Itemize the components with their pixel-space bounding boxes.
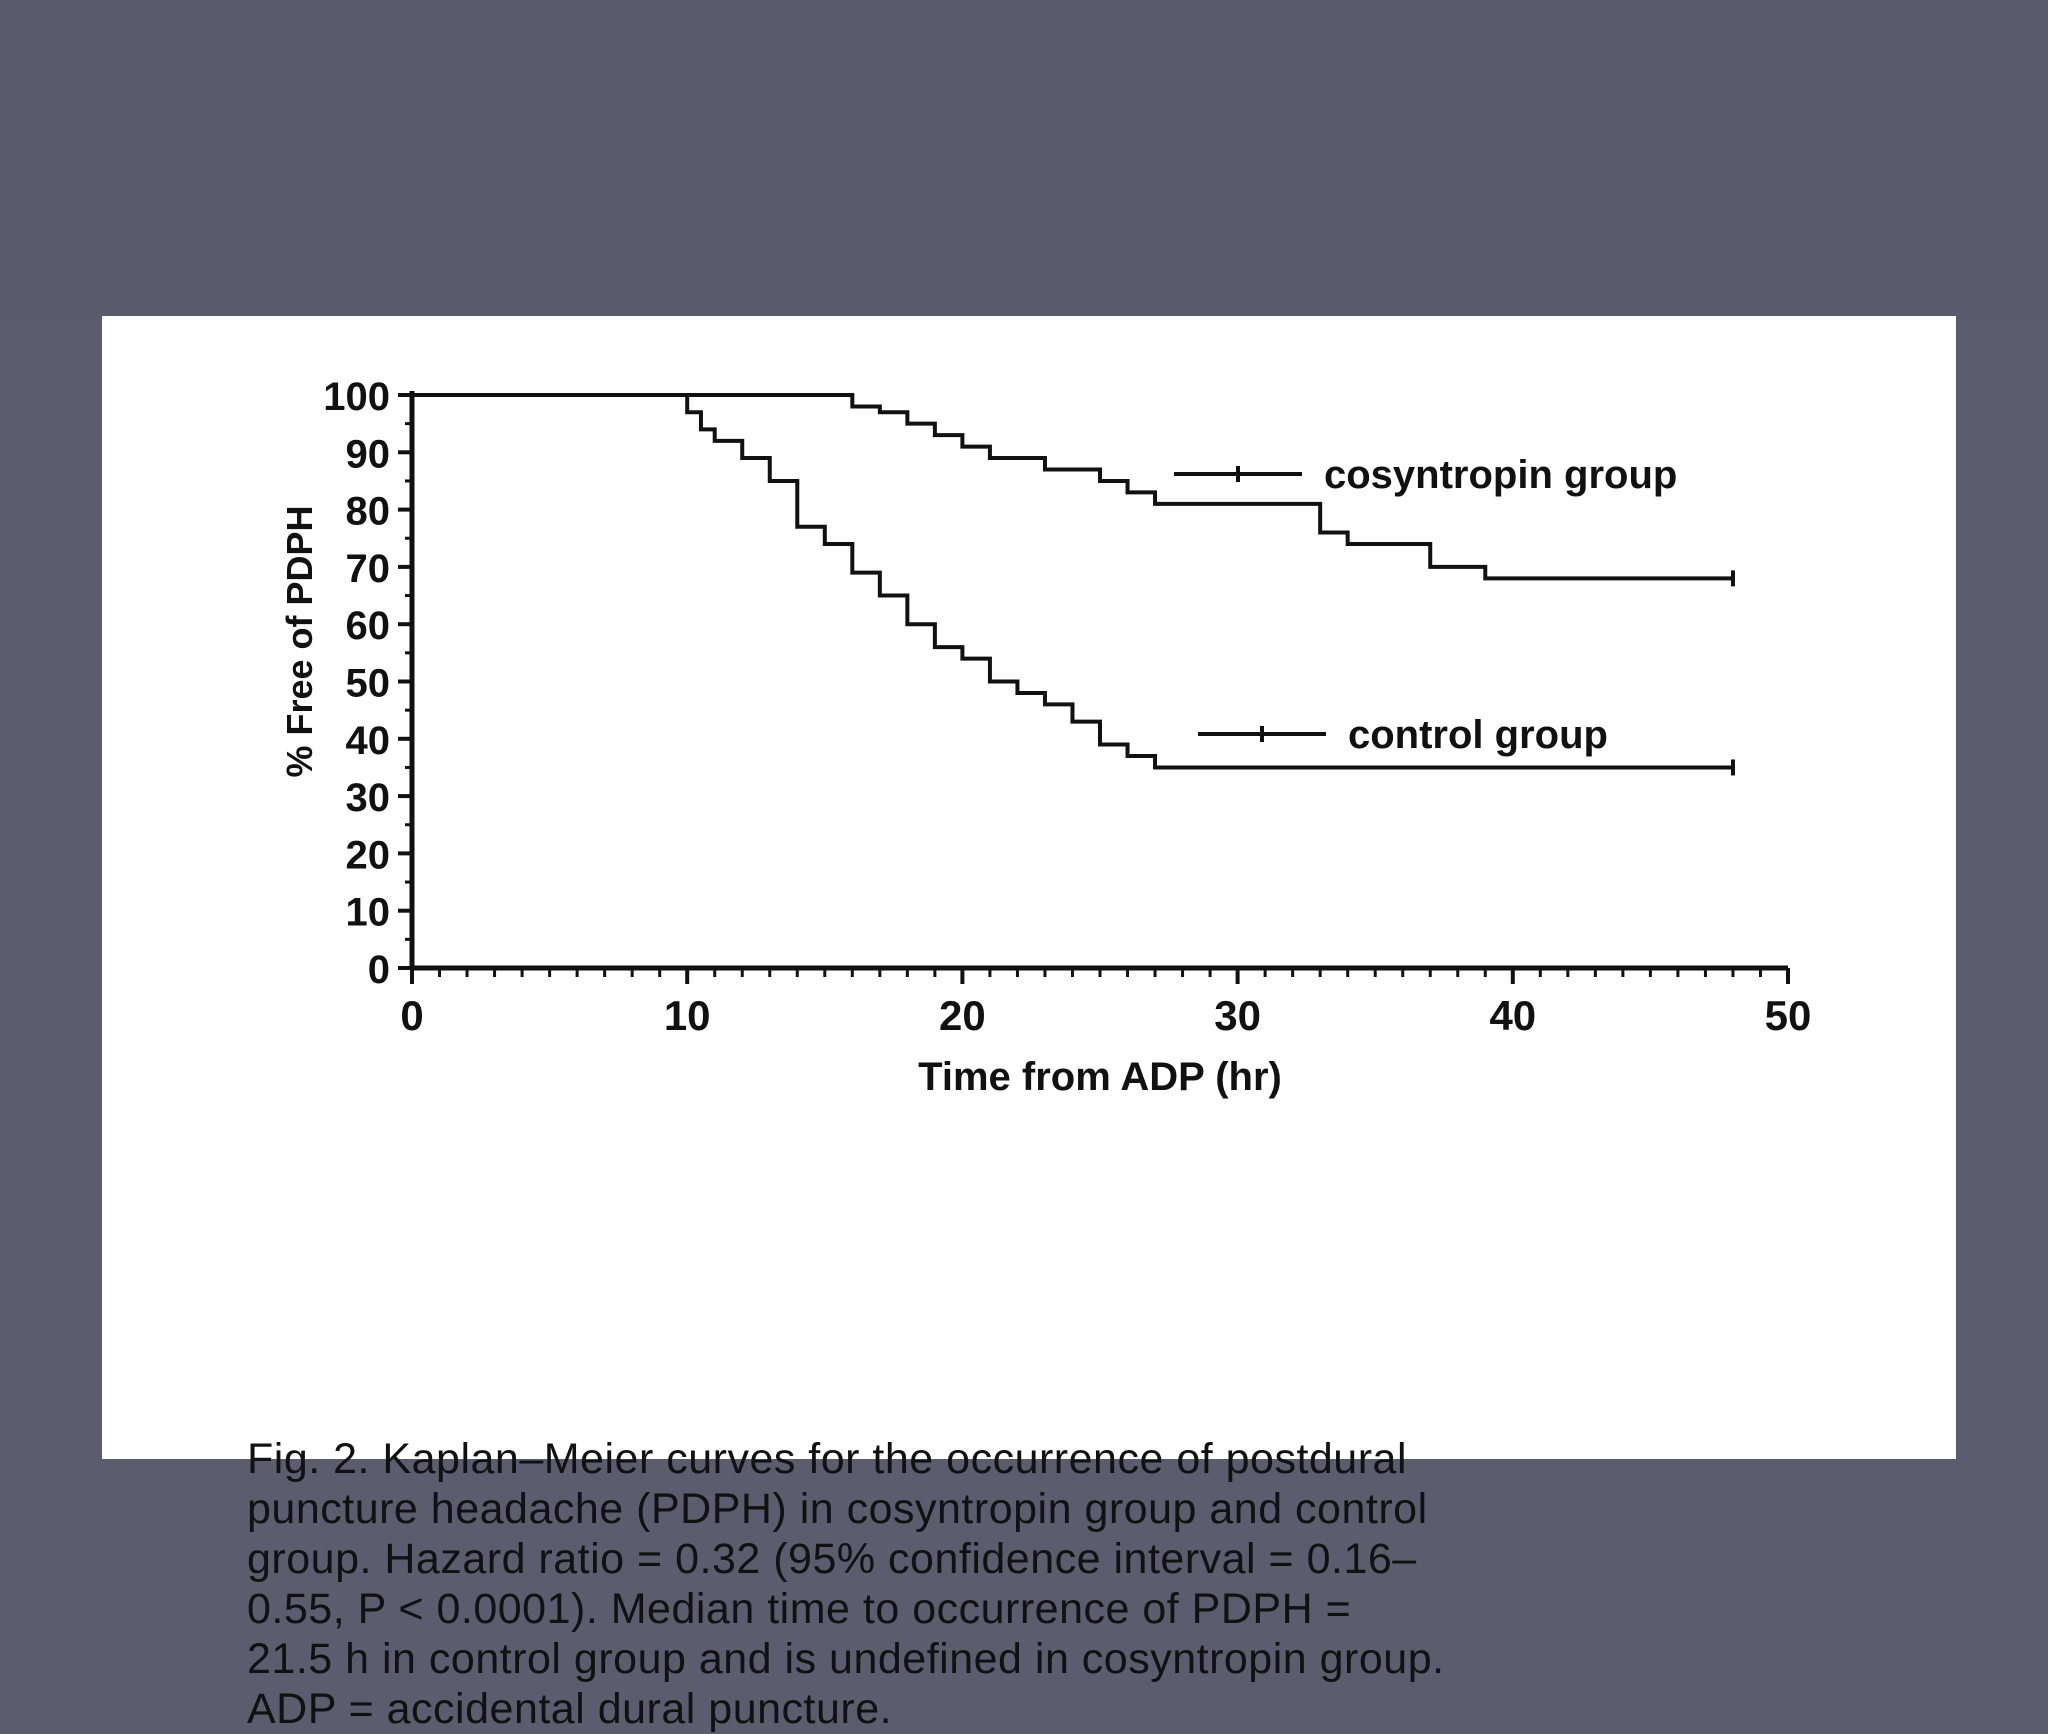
y-tick-label: 0 [368, 948, 390, 992]
y-tick-label: 70 [346, 547, 391, 591]
legend-label-cosyntropin: cosyntropin group [1324, 453, 1677, 497]
series-line-cosyntropin [412, 393, 1733, 581]
figure-caption: Fig. 2. Kaplan–Meier curves for the occu… [247, 1434, 2027, 1734]
caption-line: group. Hazard ratio = 0.32 (95% confiden… [247, 1535, 1417, 1583]
caption-line: 21.5 h in control group and is undefined… [247, 1635, 1445, 1683]
x-tick-label: 40 [1489, 992, 1536, 1039]
y-axis-label: % Free of PDPH [279, 505, 320, 777]
x-tick-label: 0 [400, 992, 423, 1039]
y-tick-label: 50 [346, 662, 391, 706]
series-line-control [412, 393, 1733, 770]
x-tick-label: 30 [1214, 992, 1261, 1039]
y-tick-label: 60 [346, 604, 391, 648]
y-tick-label: 20 [346, 833, 391, 877]
caption-line: ADP = accidental dural puncture. [247, 1685, 893, 1733]
x-tick-label: 10 [664, 992, 711, 1039]
x-tick-label: 20 [939, 992, 986, 1039]
x-tick-label: 50 [1765, 992, 1812, 1039]
y-tick-label: 90 [346, 432, 391, 476]
x-axis-label: Time from ADP (hr) [918, 1055, 1282, 1099]
caption-line: Fig. 2. Kaplan–Meier curves for the occu… [247, 1435, 1408, 1483]
y-tick-label: 80 [346, 490, 391, 534]
caption-line: 0.55, P < 0.0001). Median time to occurr… [247, 1585, 1352, 1633]
kaplan-meier-chart: 0 10 20 30 40 50 60 70 80 90 100 0 10 20 30 40 50 Time fr… [279, 375, 1812, 1099]
figure-panel: 0 10 20 30 40 50 60 70 80 90 100 0 10 20 30 40 50 Time fr… [102, 316, 1956, 1733]
y-tick-label: 30 [346, 776, 391, 820]
y-tick-label: 100 [323, 375, 390, 419]
caption-line: puncture headache (PDPH) in cosyntropin … [247, 1485, 1428, 1533]
legend-label-control: control group [1348, 713, 1608, 757]
slide-background [0, 0, 2048, 320]
y-tick-label: 40 [346, 719, 391, 763]
y-tick-label: 10 [346, 891, 391, 935]
